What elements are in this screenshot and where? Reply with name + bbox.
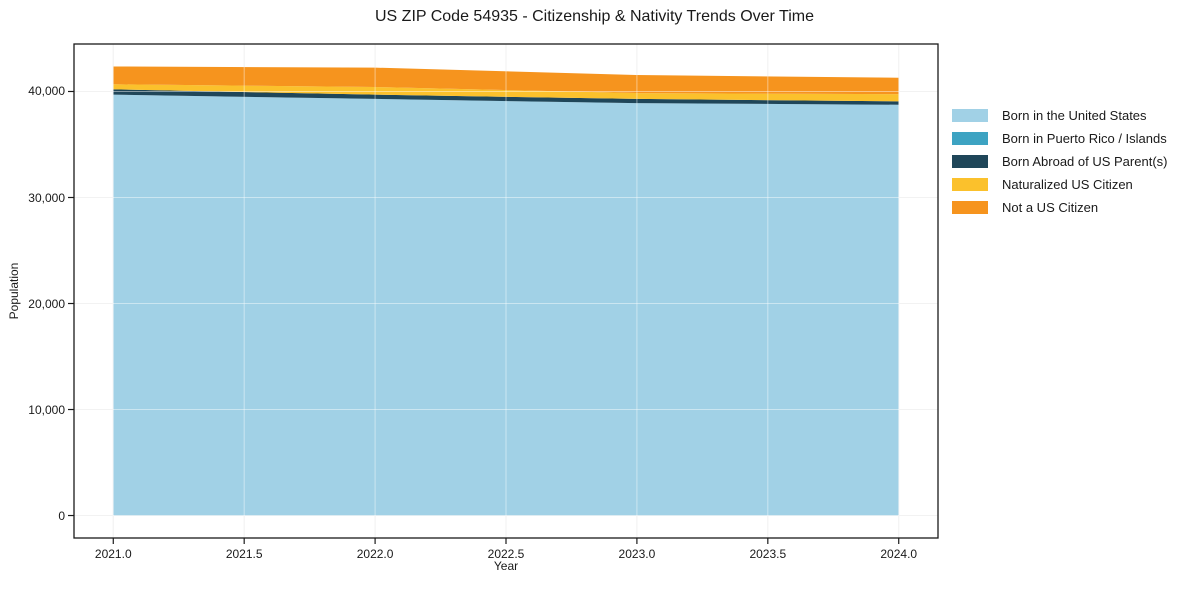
y-axis-label: Population	[7, 262, 21, 320]
y-tick-label: 10,000	[28, 402, 65, 417]
legend-item-born-pr: Born in Puerto Rico / Islands	[952, 127, 1167, 150]
x-tick-label: 2022.0	[356, 547, 394, 561]
x-tick-label: 2023.0	[618, 547, 656, 561]
legend-label-born-abroad: Born Abroad of US Parent(s)	[1002, 154, 1168, 169]
legend-item-not-citizen: Not a US Citizen	[952, 196, 1167, 219]
legend-label-not-citizen: Not a US Citizen	[1002, 200, 1099, 215]
y-tick-label: 40,000	[28, 84, 65, 99]
legend-swatch-born-abroad	[952, 155, 988, 168]
legend-label-born-us: Born in the United States	[1002, 108, 1147, 123]
legend-item-naturalized: Naturalized US Citizen	[952, 173, 1167, 196]
x-tick-label: 2024.0	[880, 547, 918, 561]
x-tick-label: 2023.5	[749, 547, 787, 561]
area-series-3	[113, 84, 899, 102]
legend-label-born-pr: Born in Puerto Rico / Islands	[1002, 131, 1167, 146]
area-series-2	[113, 89, 899, 105]
legend-item-born-abroad: Born Abroad of US Parent(s)	[952, 150, 1167, 173]
legend-swatch-born-us	[952, 109, 988, 122]
y-tick-label: 20,000	[28, 296, 65, 311]
area-series-4	[113, 66, 899, 95]
legend-item-born-us: Born in the United States	[952, 104, 1167, 127]
y-tick-label: 0	[58, 508, 65, 523]
legend: Born in the United States Born in Puerto…	[952, 104, 1167, 219]
legend-swatch-not-citizen	[952, 201, 988, 214]
legend-swatch-born-pr	[952, 132, 988, 145]
x-tick-label: 2021.0	[94, 547, 132, 561]
legend-label-naturalized: Naturalized US Citizen	[1002, 177, 1133, 192]
area-series-0	[113, 94, 899, 516]
chart-title: US ZIP Code 54935 - Citizenship & Nativi…	[375, 8, 814, 25]
x-axis-label: Year	[493, 559, 519, 573]
x-tick-label: 2021.5	[225, 547, 263, 561]
x-tick-label: 2022.5	[487, 547, 525, 561]
legend-swatch-naturalized	[952, 178, 988, 191]
y-tick-label: 30,000	[28, 190, 65, 205]
